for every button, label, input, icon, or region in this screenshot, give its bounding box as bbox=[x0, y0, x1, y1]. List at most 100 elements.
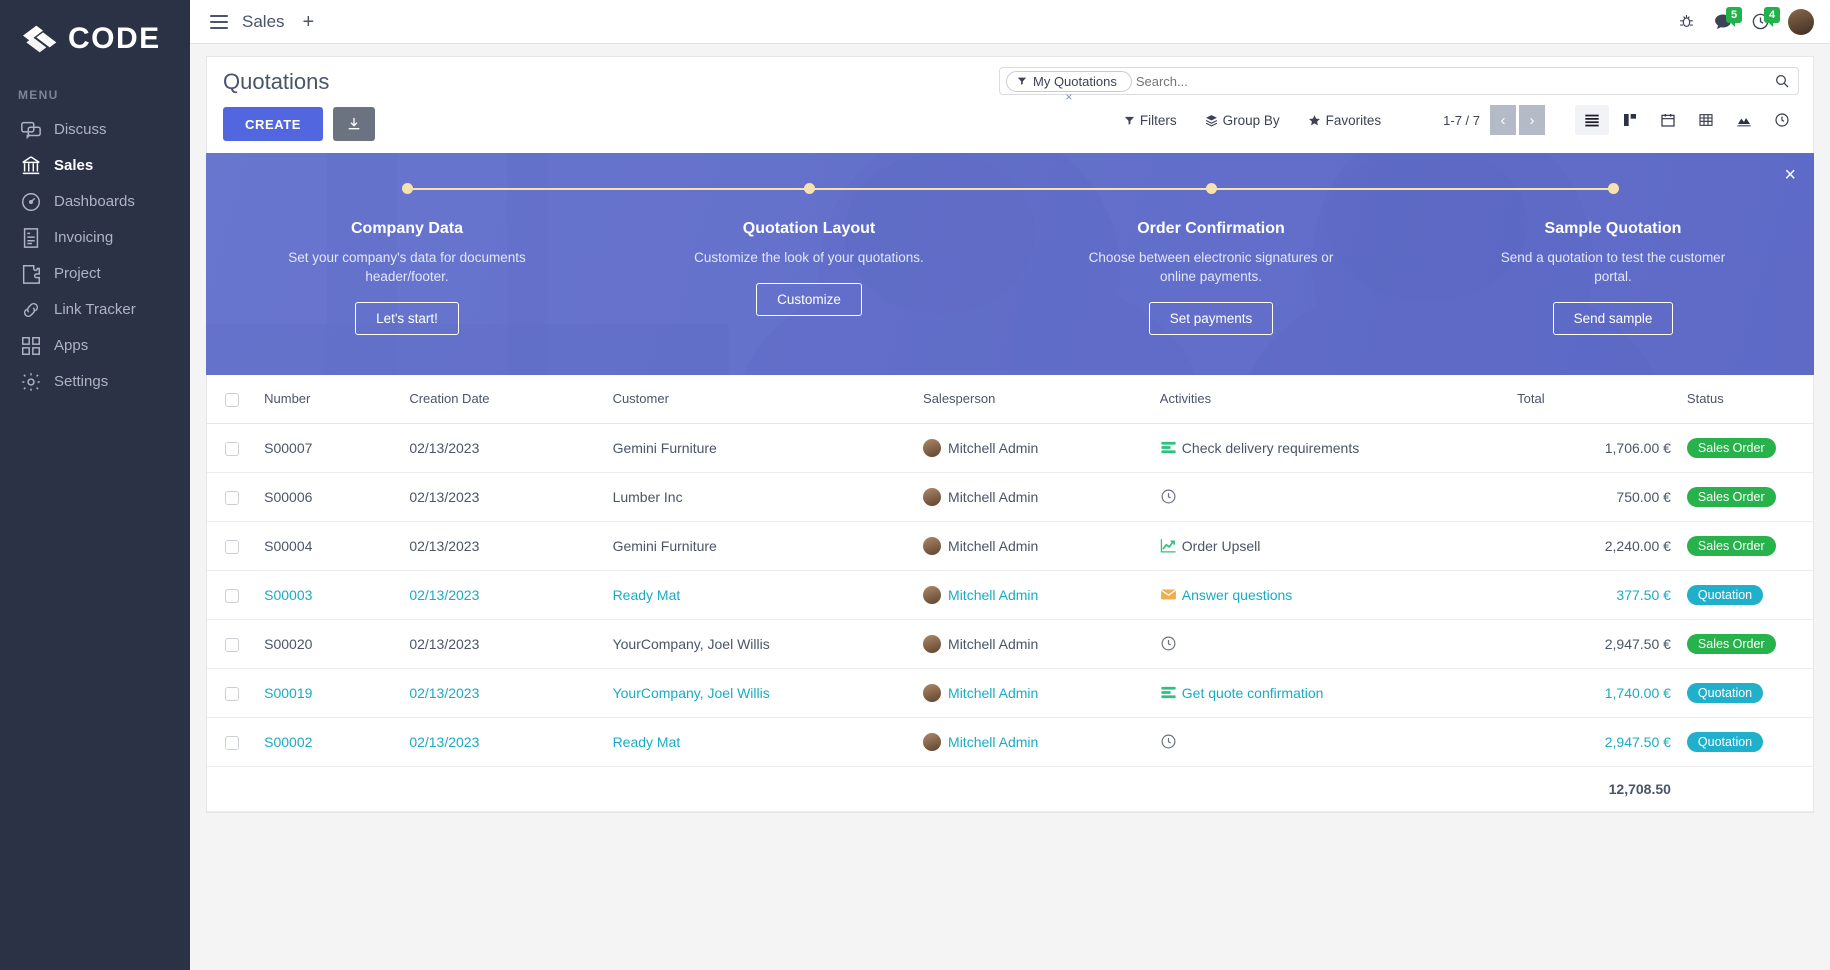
salesperson-avatar bbox=[923, 536, 942, 555]
row-checkbox[interactable] bbox=[225, 490, 239, 505]
row-checkbox[interactable] bbox=[225, 735, 239, 750]
cell-activities[interactable] bbox=[1151, 619, 1510, 669]
cell-salesperson: Mitchell Admin bbox=[915, 619, 1152, 669]
cell-status: Sales Order bbox=[1678, 521, 1813, 571]
table-row[interactable]: S00002 02/13/2023 Ready Mat Mitchell Admin 2… bbox=[207, 717, 1813, 767]
star-icon bbox=[1308, 114, 1320, 125]
sidebar-item-apps[interactable]: Apps bbox=[0, 328, 190, 364]
table-row[interactable]: S00019 02/13/2023 YourCompany, Joel Willis… bbox=[207, 668, 1813, 718]
cell-status: Sales Order bbox=[1678, 619, 1813, 669]
sidebar-item-project[interactable]: Project bbox=[0, 256, 190, 292]
kanban-icon bbox=[1624, 114, 1636, 126]
cell-activities[interactable]: Order Upsell bbox=[1151, 521, 1510, 571]
cell-total: 750.00 € bbox=[1509, 472, 1679, 522]
calendar-view-button[interactable] bbox=[1651, 105, 1685, 135]
search-input[interactable] bbox=[1131, 73, 1774, 89]
plus-icon[interactable]: + bbox=[302, 10, 315, 33]
pivot-view-button[interactable] bbox=[1689, 105, 1723, 135]
pager-previous-button[interactable]: ‹ bbox=[1490, 105, 1516, 135]
search-toolbar: Filters Group By Favorites bbox=[999, 105, 1799, 135]
favorites-dropdown[interactable]: Favorites bbox=[1294, 109, 1396, 132]
cell-salesperson: Mitchell Admin bbox=[915, 717, 1152, 767]
cell-activities[interactable]: Answer questions bbox=[1151, 570, 1510, 620]
column-header-customer[interactable]: Customer bbox=[604, 375, 916, 424]
filters-dropdown[interactable]: Filters bbox=[1110, 109, 1191, 132]
searchbar[interactable]: My Quotations × bbox=[999, 67, 1799, 104]
facet-remove-icon[interactable]: × bbox=[1065, 89, 1073, 104]
column-header-salesperson[interactable]: Salesperson bbox=[915, 375, 1152, 424]
search-facet-my-quotations[interactable]: My Quotations × bbox=[1006, 70, 1132, 104]
step-action-button[interactable]: Let's start! bbox=[355, 302, 459, 335]
graph-view-button[interactable] bbox=[1727, 105, 1761, 135]
cell-number[interactable]: S00007 bbox=[256, 423, 402, 473]
import-button[interactable] bbox=[333, 107, 376, 141]
row-checkbox[interactable] bbox=[225, 588, 239, 603]
table-row[interactable]: S00004 02/13/2023 Gemini Furniture Mitchell… bbox=[207, 521, 1813, 571]
activity-view-button[interactable] bbox=[1765, 105, 1799, 135]
column-header-creation-date[interactable]: Creation Date bbox=[401, 375, 605, 424]
step-dot bbox=[1205, 183, 1217, 194]
column-header-status[interactable]: Status bbox=[1678, 375, 1813, 424]
cell-customer: Ready Mat bbox=[604, 717, 916, 767]
cell-number[interactable]: S00006 bbox=[256, 472, 402, 522]
cell-number[interactable]: S00019 bbox=[256, 668, 402, 718]
sidebar-item-discuss[interactable]: Discuss bbox=[0, 112, 190, 148]
sidebar-label: Dashboards bbox=[54, 193, 135, 210]
step-action-button[interactable]: Set payments bbox=[1148, 302, 1274, 335]
cell-activities[interactable]: Get quote confirmation bbox=[1151, 668, 1510, 718]
messages-icon[interactable]: 5 bbox=[1713, 6, 1743, 32]
brand-logo[interactable]: CODE bbox=[0, 0, 190, 82]
bug-icon[interactable] bbox=[1678, 13, 1695, 30]
step-description: Send a quotation to test the customer po… bbox=[1500, 250, 1726, 284]
clock-icon bbox=[1161, 734, 1176, 749]
close-banner-icon[interactable]: × bbox=[1784, 164, 1796, 186]
column-header-activities[interactable]: Activities bbox=[1151, 375, 1510, 424]
sidebar-item-invoicing[interactable]: Invoicing bbox=[0, 220, 190, 256]
cell-number[interactable]: S00002 bbox=[256, 717, 402, 767]
cell-number[interactable]: S00004 bbox=[256, 521, 402, 571]
quotations-table: Number Creation Date Customer Salesperso… bbox=[207, 375, 1813, 812]
activities-icon[interactable]: 4 bbox=[1751, 7, 1781, 31]
hamburger-icon[interactable] bbox=[210, 14, 228, 29]
column-header-number[interactable]: Number bbox=[256, 375, 402, 424]
step-action-button[interactable]: Send sample bbox=[1552, 302, 1674, 335]
list-view-button[interactable] bbox=[1575, 105, 1609, 135]
row-checkbox[interactable] bbox=[225, 686, 239, 701]
magnifier-glyph bbox=[1776, 75, 1789, 88]
sidebar-item-dashboards[interactable]: Dashboards bbox=[0, 184, 190, 220]
groupby-dropdown[interactable]: Group By bbox=[1191, 109, 1294, 132]
table-row[interactable]: S00007 02/13/2023 Gemini Furniture Mitchell… bbox=[207, 423, 1813, 473]
clock-icon bbox=[1161, 489, 1176, 504]
salesperson-name: Mitchell Admin bbox=[948, 537, 1039, 554]
table-row[interactable]: S00003 02/13/2023 Ready Mat Mitchell Admin A… bbox=[207, 570, 1813, 620]
create-button[interactable]: CREATE bbox=[223, 107, 324, 141]
sidebar-item-sales[interactable]: Sales bbox=[0, 148, 190, 184]
cell-total: 1,740.00 € bbox=[1509, 668, 1679, 718]
search-icon[interactable] bbox=[1774, 73, 1790, 89]
row-checkbox[interactable] bbox=[225, 441, 239, 456]
kanban-view-button[interactable] bbox=[1613, 105, 1647, 135]
row-checkbox[interactable] bbox=[225, 539, 239, 554]
cell-creation-date: 02/13/2023 bbox=[401, 619, 605, 669]
select-all-checkbox[interactable] bbox=[225, 392, 239, 407]
step-action-button[interactable]: Customize bbox=[756, 283, 862, 316]
sidebar-item-link-tracker[interactable]: Link Tracker bbox=[0, 292, 190, 328]
row-select-cell bbox=[207, 619, 257, 669]
cell-total: 2,240.00 € bbox=[1509, 521, 1679, 571]
pager-next-button[interactable]: › bbox=[1519, 105, 1545, 135]
table-row[interactable]: S00020 02/13/2023 YourCompany, Joel Willis… bbox=[207, 619, 1813, 669]
total-status-spacer bbox=[1678, 766, 1813, 812]
sidebar-item-settings[interactable]: Settings bbox=[0, 364, 190, 400]
table-row[interactable]: S00006 02/13/2023 Lumber Inc Mitchell Admin… bbox=[207, 472, 1813, 522]
cell-number[interactable]: S00003 bbox=[256, 570, 402, 620]
row-checkbox[interactable] bbox=[225, 637, 239, 652]
row-select-cell bbox=[207, 472, 257, 522]
step-title: Company Data bbox=[350, 220, 464, 237]
status-badge: Quotation bbox=[1686, 584, 1764, 605]
column-header-total[interactable]: Total bbox=[1509, 375, 1679, 424]
avatar[interactable] bbox=[1788, 8, 1814, 35]
cell-activities[interactable] bbox=[1151, 472, 1510, 522]
cell-number[interactable]: S00020 bbox=[256, 619, 402, 669]
cell-activities[interactable] bbox=[1151, 717, 1510, 767]
cell-activities[interactable]: Check delivery requirements bbox=[1151, 423, 1510, 473]
